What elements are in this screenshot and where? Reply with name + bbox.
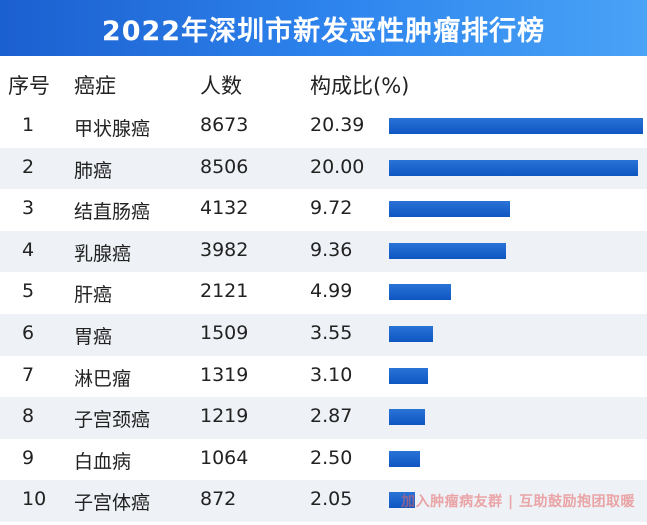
value-label: 3.10 (310, 363, 353, 386)
count-label: 1509 (200, 322, 249, 344)
table-row: 5 肝癌 2121 4.99 (0, 272, 647, 314)
rank-label: 10 (22, 488, 47, 511)
table-row: 6 胃癌 1509 3.55 (0, 314, 647, 356)
table-row: 4 乳腺癌 3982 9.36 (0, 230, 647, 273)
value-label: 20.00 (310, 155, 365, 178)
table-header: 序号 癌症 人数 构成比(%) (0, 60, 647, 106)
count-label: 4132 (200, 197, 249, 220)
value-label: 20.39 (310, 114, 365, 136)
bar-9 (389, 450, 421, 467)
value-label: 9.36 (310, 238, 353, 261)
rank-label: 6 (22, 322, 35, 344)
rank-label: 2 (22, 155, 35, 178)
bar-3 (389, 201, 511, 218)
bar-1 (389, 118, 643, 134)
category-label: 淋巴瘤 (74, 367, 132, 390)
category-label: 肺癌 (74, 159, 113, 182)
count-label: 3982 (200, 238, 249, 261)
page-title: 2022年深圳市新发恶性肿瘤排行榜 (101, 15, 546, 47)
bar-4 (389, 242, 506, 259)
header-cancer: 癌症 (74, 74, 116, 98)
rank-label: 7 (22, 363, 35, 386)
table-row: 7 淋巴瘤 1319 3.10 (0, 356, 647, 398)
rank-label: 1 (22, 114, 35, 136)
count-label: 2121 (200, 280, 249, 303)
bar-6 (389, 326, 434, 342)
count-label: 1219 (200, 405, 249, 428)
rank-label: 9 (22, 446, 35, 469)
category-label: 白血病 (74, 450, 132, 473)
rank-label: 5 (22, 280, 35, 303)
category-label: 胃癌 (74, 326, 113, 348)
value-label: 4.99 (310, 280, 353, 303)
count-label: 1064 (200, 446, 249, 469)
table-row: 3 结直肠癌 4132 9.72 (0, 189, 647, 231)
rank-label: 3 (22, 197, 35, 220)
rank-label: 8 (22, 405, 35, 428)
table-row: 9 白血病 1064 2.50 (0, 439, 647, 481)
header-ratio: 构成比(%) (310, 74, 410, 98)
table-row: 2 肺癌 8506 20.00 (0, 147, 647, 190)
title-bar: 2022年深圳市新发恶性肿瘤排行榜 (0, 0, 647, 56)
header-rank: 序号 (8, 74, 50, 98)
value-label: 9.72 (310, 197, 353, 220)
value-label: 2.87 (310, 405, 353, 428)
category-label: 甲状腺癌 (74, 118, 151, 140)
value-label: 2.50 (310, 446, 353, 469)
bar-10 (389, 492, 415, 509)
value-label: 2.05 (310, 488, 353, 511)
bar-2 (389, 159, 639, 176)
category-label: 子宫颈癌 (74, 409, 151, 432)
bar-5 (389, 284, 452, 301)
watermark: 加入肿瘤病友群 | 互助鼓励抱团取暖 (401, 494, 635, 510)
value-label: 3.55 (310, 322, 353, 344)
table-row: 1 甲状腺癌 8673 20.39 (0, 106, 647, 148)
category-label: 结直肠癌 (74, 201, 151, 224)
table-row: 10 子宫体癌 872 2.05 (0, 480, 647, 522)
bar-7 (389, 367, 428, 384)
count-label: 872 (200, 488, 237, 511)
table-row: 8 子宫颈癌 1219 2.87 (0, 397, 647, 439)
rank-label: 4 (22, 238, 35, 261)
category-label: 子宫体癌 (74, 492, 151, 515)
category-label: 肝癌 (74, 284, 113, 307)
header-count: 人数 (200, 74, 242, 98)
category-label: 乳腺癌 (74, 242, 132, 265)
bar-8 (389, 409, 425, 426)
count-label: 1319 (200, 363, 249, 386)
count-label: 8673 (200, 114, 249, 136)
count-label: 8506 (200, 155, 249, 178)
